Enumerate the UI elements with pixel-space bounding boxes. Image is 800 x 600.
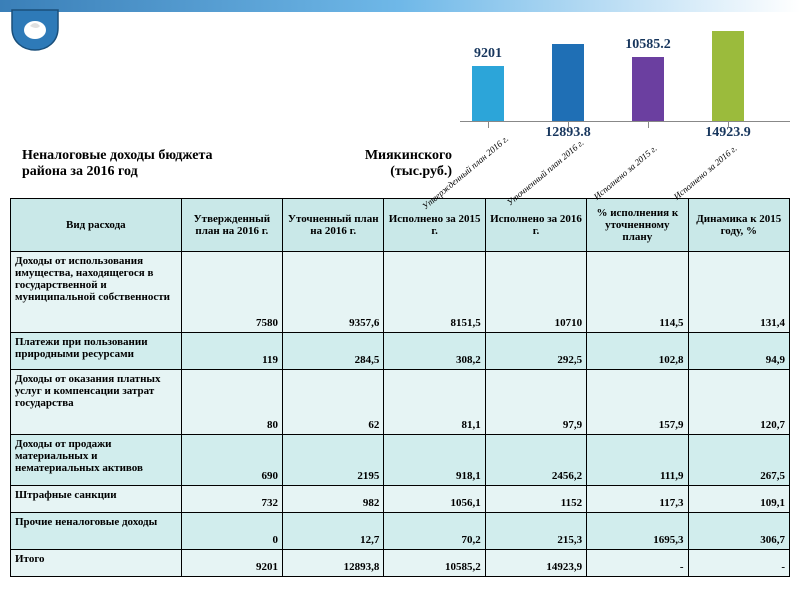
row-label: Штрафные санкции: [11, 486, 182, 513]
table-cell: 308,2: [384, 333, 485, 370]
table-cell: 284,5: [283, 333, 384, 370]
table-cell: 131,4: [688, 252, 789, 333]
table-cell: 120,7: [688, 370, 789, 435]
table-cell: 117,3: [587, 486, 688, 513]
table-cell: 8151,5: [384, 252, 485, 333]
table-row: Платежи при пользовании природными ресур…: [11, 333, 790, 370]
table-cell: 7580: [181, 252, 282, 333]
table-cell: 12893,8: [283, 550, 384, 577]
table-cell: 119: [181, 333, 282, 370]
bar-chart: 920112893.810585.214923.9 Утвержденный п…: [460, 20, 790, 190]
bar-value-label: 9201: [428, 46, 548, 62]
table-column-header: Уточненный план на 2016 г.: [283, 199, 384, 252]
chart-bar: [632, 57, 664, 121]
table-cell: 1056,1: [384, 486, 485, 513]
table-cell: -: [688, 550, 789, 577]
chart-x-labels: Утвержденный план 2016 г.Уточненный план…: [460, 122, 790, 190]
table-cell: 9357,6: [283, 252, 384, 333]
table-cell: 9201: [181, 550, 282, 577]
table-cell: 732: [181, 486, 282, 513]
table-cell: 14923,9: [485, 550, 586, 577]
table-cell: 1695,3: [587, 513, 688, 550]
title-line3-left: района за 2016 год: [22, 164, 138, 180]
table-row: Прочие неналоговые доходы012,770,2215,31…: [11, 513, 790, 550]
chart-x-tick: [568, 122, 569, 128]
table-cell: 2195: [283, 435, 384, 486]
table-cell: 215,3: [485, 513, 586, 550]
table-cell: 918,1: [384, 435, 485, 486]
budget-table: Вид расходаУтвержденный план на 2016 г.У…: [10, 198, 790, 577]
table-cell: 80: [181, 370, 282, 435]
table-row: Доходы от использования имущества, наход…: [11, 252, 790, 333]
table-cell: 292,5: [485, 333, 586, 370]
row-label: Доходы от продажи материальных и нематер…: [11, 435, 182, 486]
table-cell: 10710: [485, 252, 586, 333]
table-column-header: Утвержденный план на 2016 г.: [181, 199, 282, 252]
table-cell: 62: [283, 370, 384, 435]
table-column-header: Вид расхода: [11, 199, 182, 252]
chart-x-tick: [488, 122, 489, 128]
title-line1: Неналоговые доходы бюджета: [22, 148, 213, 164]
row-label: Доходы от оказания платных услуг и компе…: [11, 370, 182, 435]
table-cell: 2456,2: [485, 435, 586, 486]
table-cell: 12,7: [283, 513, 384, 550]
table-cell: 690: [181, 435, 282, 486]
table-row: Доходы от продажи материальных и нематер…: [11, 435, 790, 486]
table-cell: 102,8: [587, 333, 688, 370]
chart-bar: [712, 31, 744, 121]
table-cell: 111,9: [587, 435, 688, 486]
table-body: Доходы от использования имущества, наход…: [11, 252, 790, 577]
table-cell: 114,5: [587, 252, 688, 333]
table-row: Штрафные санкции7329821056,11152117,3109…: [11, 486, 790, 513]
table-cell: 1152: [485, 486, 586, 513]
table-row: Итого920112893,810585,214923,9--: [11, 550, 790, 577]
bar-value-label: 10585.2: [588, 37, 708, 53]
table-cell: 70,2: [384, 513, 485, 550]
table-cell: 267,5: [688, 435, 789, 486]
table-cell: -: [587, 550, 688, 577]
chart-bar: [472, 66, 504, 121]
table-cell: 306,7: [688, 513, 789, 550]
table-cell: 157,9: [587, 370, 688, 435]
chart-plot-area: 920112893.810585.214923.9: [460, 31, 790, 122]
title-line2-right: Миякинского: [365, 148, 452, 164]
budget-table-wrap: Вид расходаУтвержденный план на 2016 г.У…: [10, 198, 790, 577]
table-cell: 81,1: [384, 370, 485, 435]
row-label: Доходы от использования имущества, наход…: [11, 252, 182, 333]
page-title: Неналоговые доходы бюджета Миякинского р…: [22, 148, 452, 180]
table-cell: 10585,2: [384, 550, 485, 577]
chart-bar: [552, 44, 584, 121]
row-label: Прочие неналоговые доходы: [11, 513, 182, 550]
table-cell: 109,1: [688, 486, 789, 513]
table-cell: 97,9: [485, 370, 586, 435]
table-cell: 94,9: [688, 333, 789, 370]
table-row: Доходы от оказания платных услуг и компе…: [11, 370, 790, 435]
row-label: Итого: [11, 550, 182, 577]
chart-x-tick: [728, 122, 729, 128]
chart-x-tick: [648, 122, 649, 128]
top-gradient-decor: [0, 0, 800, 12]
title-line3-right: (тыс.руб.): [390, 164, 452, 180]
table-cell: 0: [181, 513, 282, 550]
table-cell: 982: [283, 486, 384, 513]
crest-logo: [10, 8, 60, 52]
row-label: Платежи при пользовании природными ресур…: [11, 333, 182, 370]
